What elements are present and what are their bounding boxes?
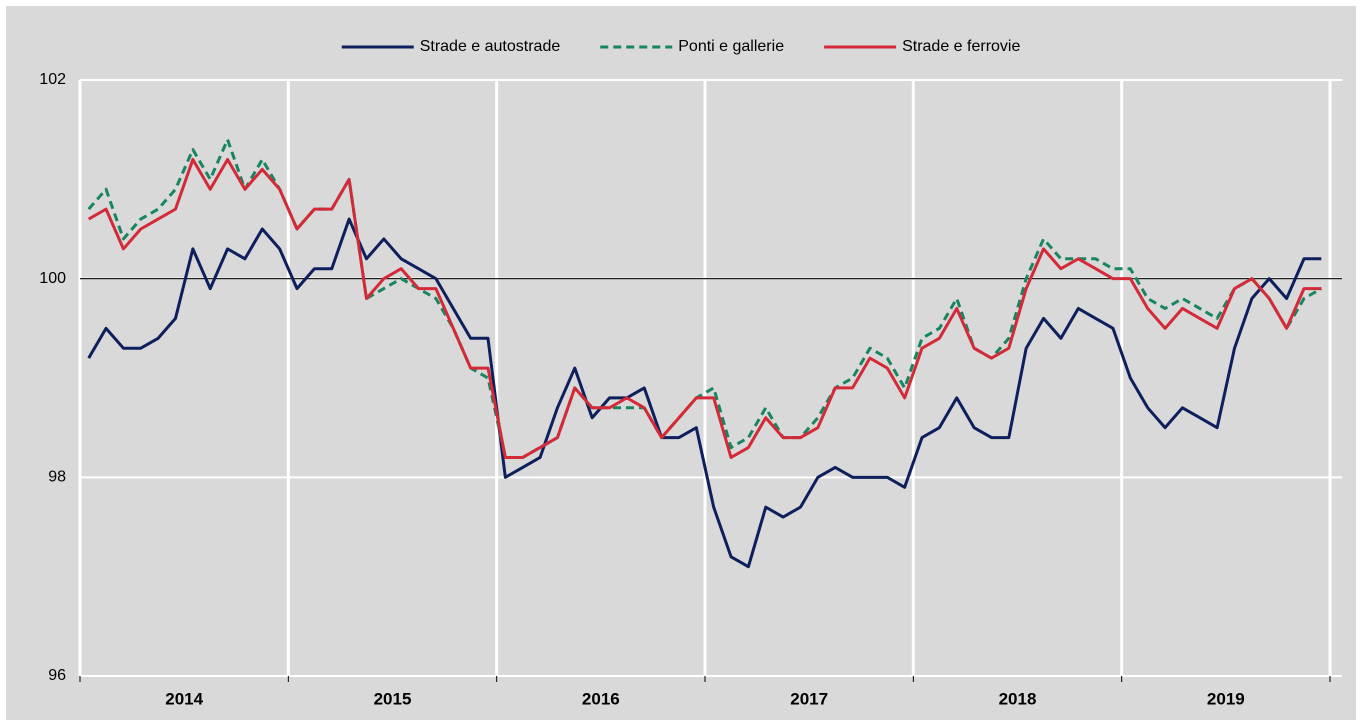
x-group-label: 2016 [582, 689, 620, 708]
x-group-label: 2014 [165, 689, 203, 708]
y-tick-label: 102 [39, 71, 66, 88]
legend-label: Ponti e gallerie [678, 38, 784, 55]
chart-background [6, 6, 1356, 720]
x-group-label: 2018 [999, 689, 1037, 708]
series-line [87, 157, 1322, 459]
series-line [87, 217, 1322, 569]
legend-label: Strade e autostrade [420, 38, 561, 55]
x-group-label: 2019 [1207, 689, 1245, 708]
legend-label: Strade e ferrovie [902, 38, 1020, 55]
y-tick-label: 100 [39, 270, 66, 287]
y-tick-label: 98 [48, 469, 66, 486]
legend: Strade e autostrade Ponti e gallerie Strad… [341, 38, 1020, 55]
x-group-label: 2017 [790, 689, 828, 708]
y-tick-label: 96 [48, 667, 66, 684]
x-group-label: 2015 [374, 689, 412, 708]
